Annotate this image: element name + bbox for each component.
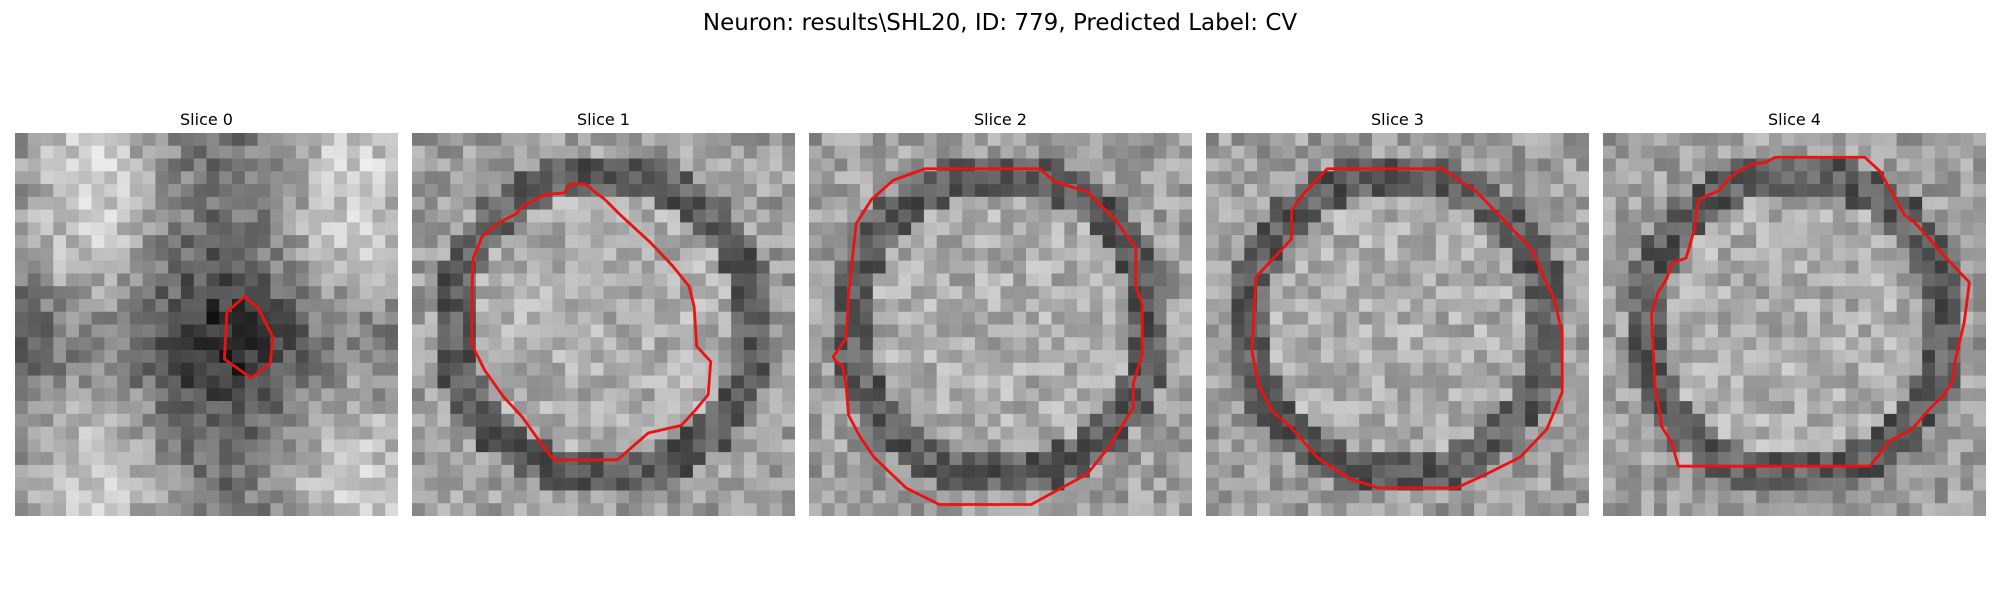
slice-panel-0: Slice 0: [15, 108, 398, 516]
segmentation-contour-4: [1603, 133, 1986, 516]
slice-panel-3: Slice 3: [1206, 108, 1589, 516]
slice-image-3: [1206, 133, 1589, 516]
slice-title-0: Slice 0: [15, 108, 398, 132]
segmentation-contour-2: [809, 133, 1192, 516]
slice-image-1: [412, 133, 795, 516]
segmentation-contour-0: [15, 133, 398, 516]
slice-pixel-grid: [809, 133, 1192, 516]
slice-pixel-grid: [1206, 133, 1589, 516]
slice-title-1: Slice 1: [412, 108, 795, 132]
slice-title-3: Slice 3: [1206, 108, 1589, 132]
slice-title-4: Slice 4: [1603, 108, 1986, 132]
slice-pixel-grid: [15, 133, 398, 516]
slice-pixel-grid: [1603, 133, 1986, 516]
slice-image-2: [809, 133, 1192, 516]
slice-image-0: [15, 133, 398, 516]
slice-panel-4: Slice 4: [1603, 108, 1986, 516]
segmentation-contour-3: [1206, 133, 1589, 516]
slice-image-4: [1603, 133, 1986, 516]
slice-panel-2: Slice 2: [809, 108, 1192, 516]
figure-title: Neuron: results\SHL20, ID: 779, Predicte…: [0, 8, 2000, 38]
segmentation-contour-1: [412, 133, 795, 516]
slice-title-2: Slice 2: [809, 108, 1192, 132]
slice-panel-1: Slice 1: [412, 108, 795, 516]
